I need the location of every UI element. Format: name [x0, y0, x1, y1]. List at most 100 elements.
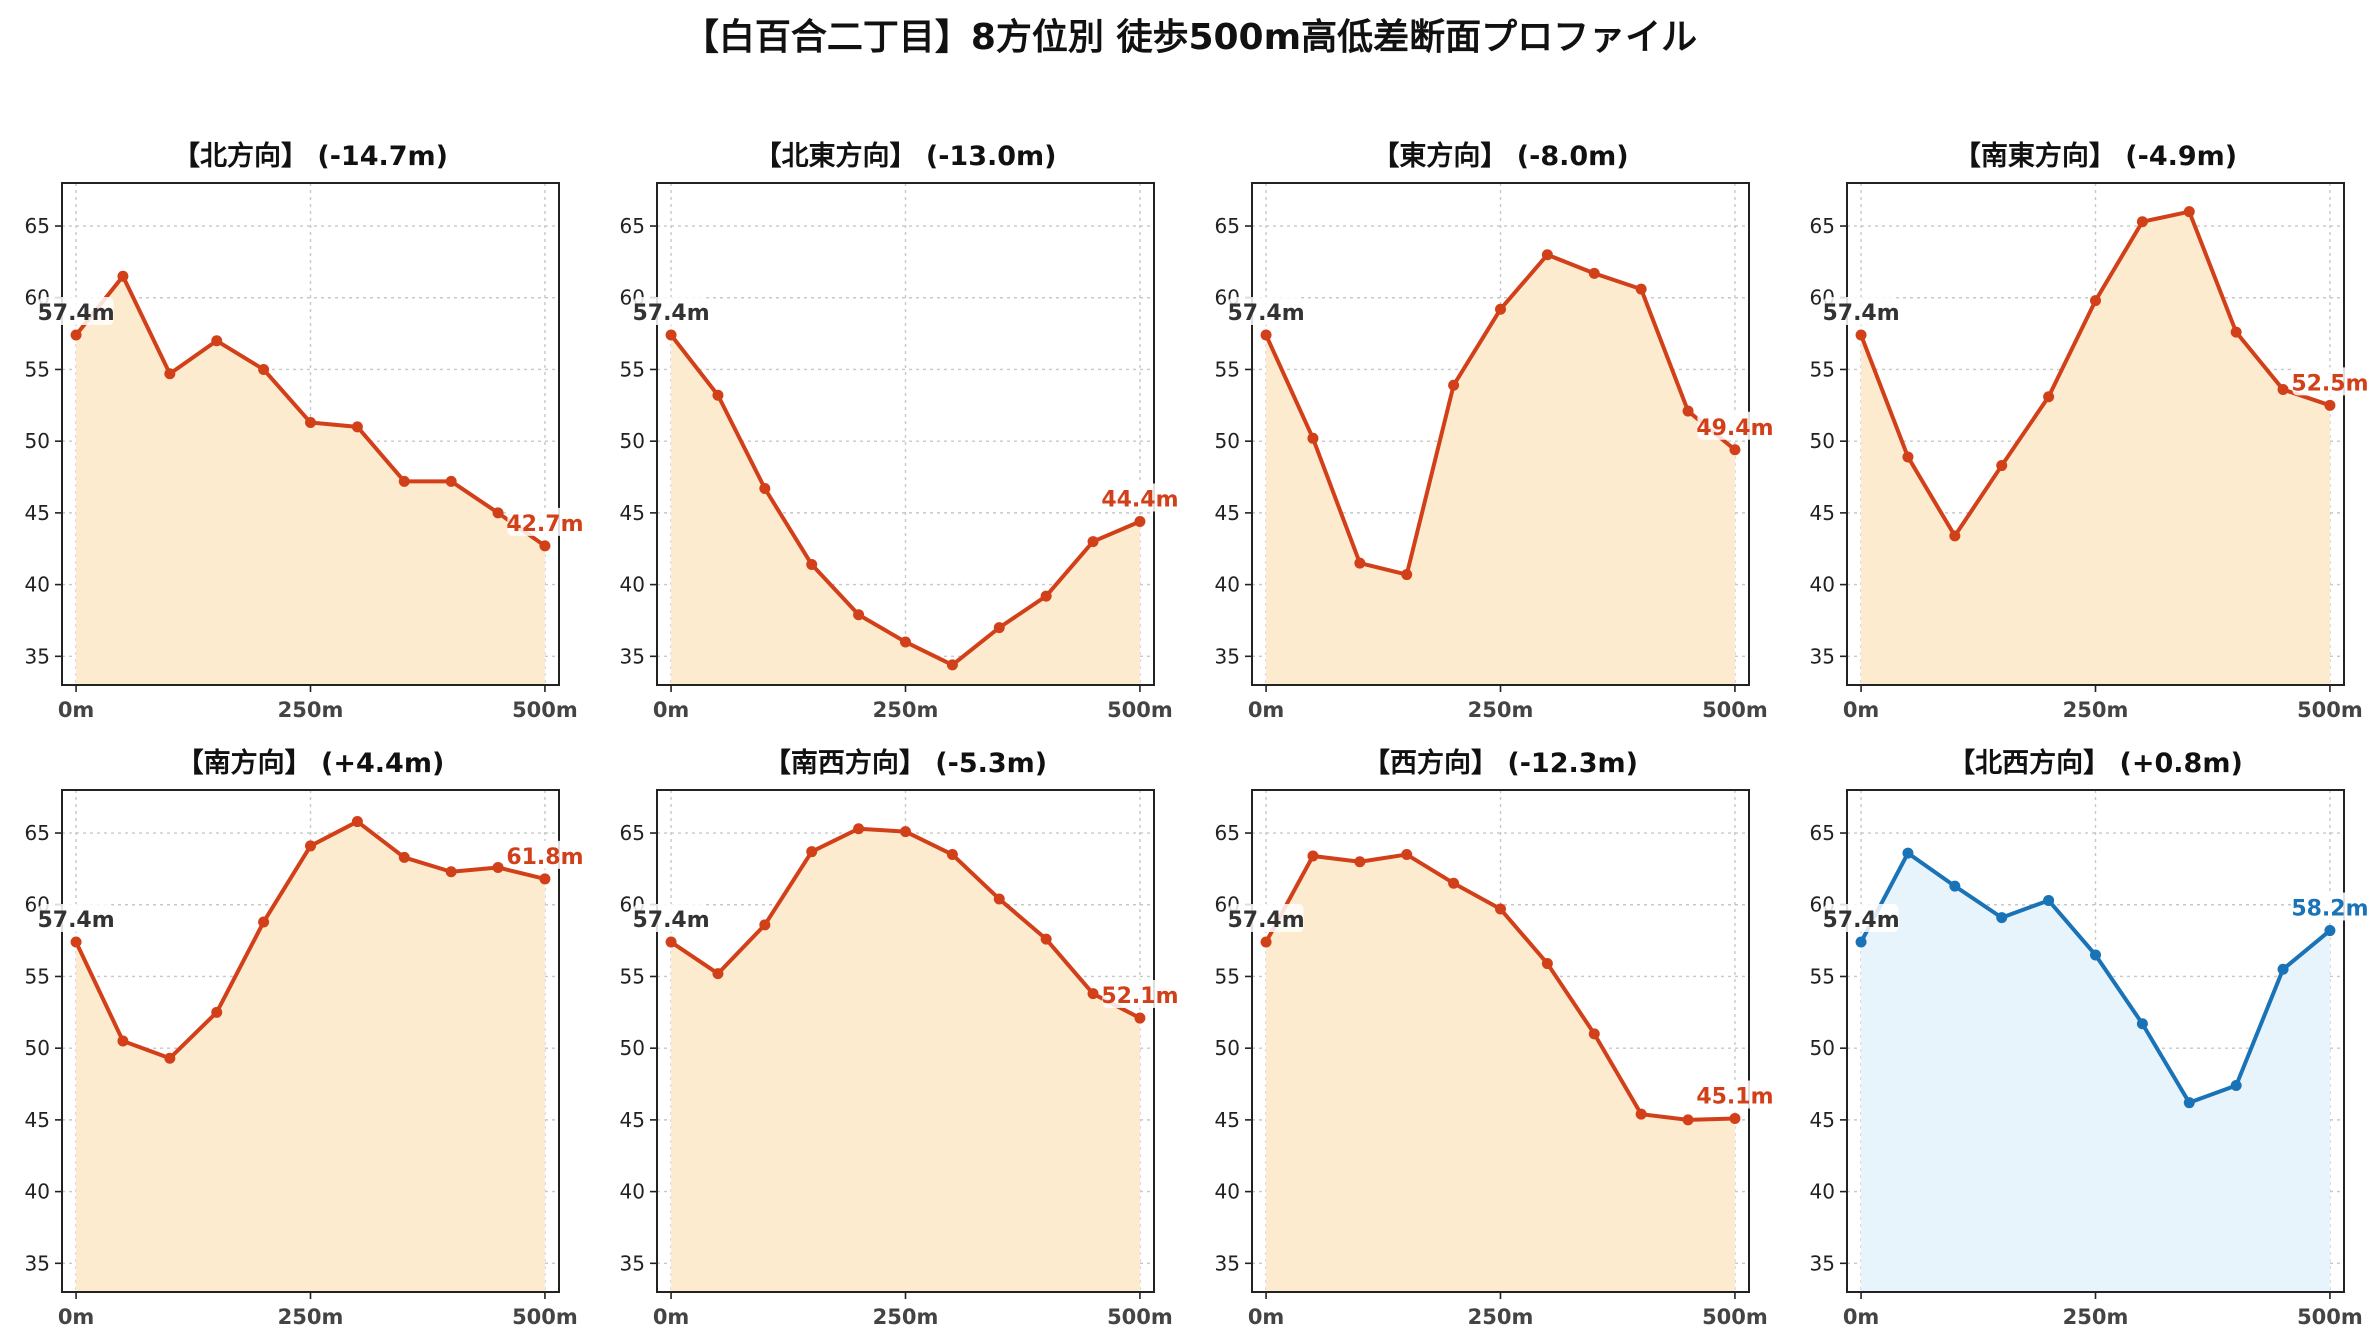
- y-tick-label: 45: [1810, 1108, 1835, 1132]
- y-tick-label: 35: [620, 1251, 645, 1275]
- data-point: [1260, 936, 1272, 948]
- start-value-label-bg: [1823, 904, 1899, 933]
- start-value-label-bg: [633, 904, 709, 933]
- data-point: [445, 866, 457, 878]
- data-point: [1541, 958, 1553, 970]
- x-tick-label: 500m: [1107, 1305, 1173, 1329]
- data-point: [2043, 894, 2055, 906]
- data-point: [117, 1035, 129, 1047]
- y-tick-label: 40: [1215, 573, 1240, 597]
- y-tick-label: 50: [1215, 429, 1240, 453]
- data-point: [1495, 903, 1506, 915]
- x-tick-label: 250m: [873, 1305, 939, 1329]
- y-tick-label: 55: [25, 964, 50, 988]
- end-value-label-bg: [1102, 980, 1178, 1009]
- y-tick-label: 65: [1810, 821, 1835, 845]
- data-point: [258, 916, 270, 928]
- series-area: [1861, 211, 2330, 685]
- data-point: [398, 475, 410, 487]
- y-tick-label: 50: [25, 1036, 50, 1060]
- data-point: [2043, 391, 2055, 403]
- y-tick-label: 40: [620, 573, 645, 597]
- data-point: [164, 368, 176, 380]
- start-value-label: 57.4m: [632, 908, 709, 933]
- data-point: [1401, 849, 1413, 861]
- data-point: [712, 389, 724, 401]
- start-value-label: 57.4m: [37, 301, 114, 326]
- y-tick-label: 40: [25, 1180, 50, 1204]
- data-point: [900, 636, 911, 648]
- data-point: [2183, 206, 2195, 218]
- y-tick-label: 65: [25, 214, 50, 238]
- x-tick-label: 0m: [1248, 698, 1285, 722]
- start-value-label-bg: [1228, 297, 1304, 326]
- end-value-label: 45.1m: [1696, 1084, 1773, 1109]
- series-area: [76, 276, 545, 685]
- data-point: [1682, 405, 1694, 417]
- x-tick-label: 0m: [653, 1305, 690, 1329]
- y-tick-label: 55: [25, 357, 50, 381]
- data-point: [351, 421, 363, 433]
- data-point: [1260, 329, 1272, 341]
- data-point: [853, 823, 865, 835]
- y-tick-label: 65: [25, 821, 50, 845]
- y-tick-label: 50: [620, 429, 645, 453]
- y-tick-label: 55: [620, 357, 645, 381]
- y-tick-label: 50: [620, 1036, 645, 1060]
- y-tick-label: 55: [620, 964, 645, 988]
- data-point: [759, 483, 771, 495]
- data-point: [258, 363, 270, 375]
- x-tick-label: 250m: [278, 698, 344, 722]
- y-tick-label: 55: [1810, 357, 1835, 381]
- y-tick-label: 45: [25, 501, 50, 525]
- data-point: [1949, 530, 1961, 542]
- data-point: [2136, 1018, 2148, 1030]
- y-tick-label: 40: [1810, 573, 1835, 597]
- x-tick-label: 250m: [1468, 698, 1534, 722]
- subplot-title: 【北東方向】 (-13.0m): [754, 140, 1056, 172]
- data-point: [853, 609, 865, 621]
- y-tick-label: 35: [1215, 1251, 1240, 1275]
- data-point: [492, 507, 504, 519]
- x-tick-label: 500m: [1702, 698, 1768, 722]
- y-tick-label: 50: [1810, 429, 1835, 453]
- end-value-label: 42.7m: [506, 512, 583, 537]
- start-value-label-bg: [633, 297, 709, 326]
- subplot-title: 【北西方向】 (+0.8m): [1948, 747, 2243, 779]
- subplot-title: 【南西方向】 (-5.3m): [764, 747, 1047, 779]
- data-point: [70, 329, 82, 341]
- y-tick-label: 65: [620, 821, 645, 845]
- y-tick-label: 50: [1810, 1036, 1835, 1060]
- end-value-label-bg: [507, 840, 583, 869]
- data-point: [445, 475, 457, 487]
- x-tick-label: 0m: [653, 698, 690, 722]
- data-point: [1949, 880, 1961, 892]
- data-point: [2230, 1079, 2242, 1091]
- data-point: [2277, 963, 2289, 975]
- data-point: [1996, 460, 2008, 472]
- data-point: [1354, 856, 1366, 868]
- end-value-label: 49.4m: [1696, 416, 1773, 441]
- y-tick-label: 35: [1810, 1251, 1835, 1275]
- data-point: [1902, 451, 1914, 463]
- x-tick-label: 0m: [1843, 698, 1880, 722]
- data-point: [1588, 267, 1600, 279]
- y-tick-label: 50: [25, 429, 50, 453]
- data-point: [946, 659, 958, 671]
- y-tick-label: 55: [1215, 357, 1240, 381]
- data-point: [539, 873, 551, 885]
- end-value-label-bg: [1697, 411, 1773, 440]
- y-tick-label: 65: [1215, 821, 1240, 845]
- figure-title: 【白百合二丁目】8方位別 徒歩500m高低差断面プロファイル: [682, 17, 1698, 58]
- y-tick-label: 45: [1810, 501, 1835, 525]
- subplot-title: 【南東方向】 (-4.9m): [1954, 140, 2237, 172]
- start-value-label-bg: [1823, 297, 1899, 326]
- y-tick-label: 40: [1215, 1180, 1240, 1204]
- x-tick-label: 500m: [512, 698, 578, 722]
